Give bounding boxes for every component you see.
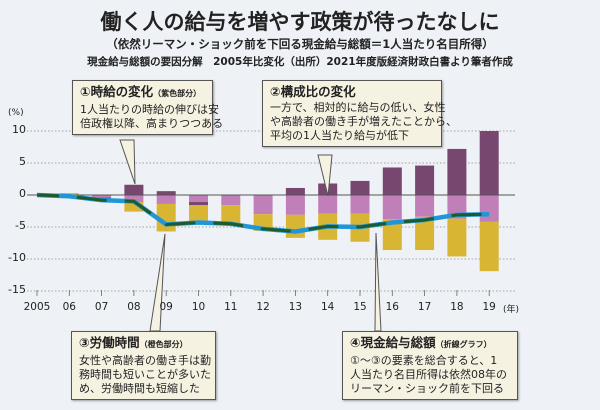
x-tick-label: 07 [94,301,109,313]
callout-note: （折線グラフ） [435,340,492,349]
callout-title: ②構成比の変化 [270,84,356,99]
y-tick-label: -15 [8,283,26,296]
bar-composition [92,195,112,198]
bar-hours [124,202,144,212]
bar-composition [479,195,499,222]
callout-working-hours: ③労働時間（橙色部分） 女性や高齢者の働き手は勤 務時間も短いことが多いた め、… [71,331,216,400]
x-axis-unit: (年) [503,305,520,315]
bar-composition [350,195,370,214]
bar-composition [156,195,176,204]
bar-composition [189,195,208,203]
callout-text: 務時間も短いことが多いた [79,368,211,381]
callout-note: （橙色部分） [139,340,188,349]
callout-text: リーマン・ショック前を下回る [350,382,504,395]
x-tick-label: 10 [191,301,206,313]
callout-title: ①時給の変化 [80,84,154,99]
x-tick-label: 15 [353,301,367,313]
x-tick-label: 2005 [23,301,51,313]
callout-note: （紫色部分） [153,89,202,98]
bar-hourly-wage [415,165,435,195]
bar-hourly-wage [285,187,305,195]
bar-composition [285,195,305,215]
chart-subtitle: （依然リーマン・ショック前を下回る現金給与総額＝1人当たり名目所得） [106,37,494,51]
bar-composition [318,195,338,214]
bar-hourly-wage [124,184,144,195]
y-tick-label: 5 [19,155,26,168]
y-axis-unit: (%) [8,108,24,118]
bar-hours [189,205,208,222]
bar-hours [221,205,241,224]
callout-text: や高齢者の働き手が増えたことから、 [270,115,457,128]
bar-hours [285,214,305,238]
callout-text: 女性や高齢者の働き手は勤 [79,354,211,367]
y-tick-label: -5 [15,219,26,232]
bar-composition [415,195,435,217]
callout-text: 平均の1人当たり給与が低下 [270,129,409,142]
x-tick-label: 09 [159,301,173,313]
x-tick-label: 11 [224,301,238,313]
callout-composition: ②構成比の変化 一方で、相対的に給与の低い、女性 や高齢者の働き手が増えたことか… [262,80,457,147]
callout-title: ③労働時間 [79,335,140,350]
bar-hourly-wage [479,131,499,195]
y-tick-label: 0 [19,187,26,200]
bar-composition [253,195,273,215]
bar-hourly-wage [350,180,370,195]
bar-hours [415,216,435,251]
bar-hourly-wage [189,202,208,206]
bar-hours [479,221,499,272]
callout-title: ④現金給与総額 [350,335,436,350]
x-tick-label: 16 [385,301,399,313]
chart-title: 働く人の給与を増やす政策が待ったなしに [100,10,500,34]
callout-text: ①～③の要素を総合すると、1 [350,354,498,367]
callout-hourly-wage: ①時給の変化（紫色部分） 1人当たりの時給の伸びは安 倍政権以降、高まりつつある [72,80,224,135]
callout-pointer [374,232,382,332]
y-tick-label: 10 [12,123,26,136]
callout-text: 人当たり名目所得は依然08年の [350,368,507,381]
bar-hourly-wage [156,191,176,195]
callout-pointer [317,154,333,197]
x-tick-label: 13 [288,301,303,313]
chart-source: 現金給与総額の要因分解 2005年比変化（出所）2021年度版経済財政白書より筆… [87,56,513,68]
bar-hourly-wage [447,148,467,195]
callout-text: め、労働時間も短縮した [79,382,200,395]
bar-composition [124,195,144,203]
callout-text: 1人当たりの時給の伸びは安 [80,103,219,116]
x-tick-label: 08 [127,301,141,313]
bar-composition [221,195,241,206]
y-tick-label: -10 [8,251,26,264]
bar-hours [382,219,402,251]
x-tick-label: 14 [321,301,335,313]
callout-pointer [149,233,166,332]
callout-pointer [119,139,136,185]
callout-text: 一方で、相対的に給与の低い、女性 [270,101,446,114]
x-tick-label: 06 [62,301,76,313]
x-tick-label: 19 [482,301,496,313]
bar-composition [382,195,402,220]
callout-text: 倍政権以降、高まりつつある [80,117,224,130]
x-tick-label: 18 [450,301,464,313]
callout-total-earnings: ④現金給与総額（折線グラフ） ①～③の要素を総合すると、1 人当たり名目所得は依… [342,331,518,400]
bar-hours [447,218,467,257]
x-tick-label: 12 [256,301,270,313]
x-tick-label: 17 [417,301,432,313]
bar-hourly-wage [382,167,402,195]
